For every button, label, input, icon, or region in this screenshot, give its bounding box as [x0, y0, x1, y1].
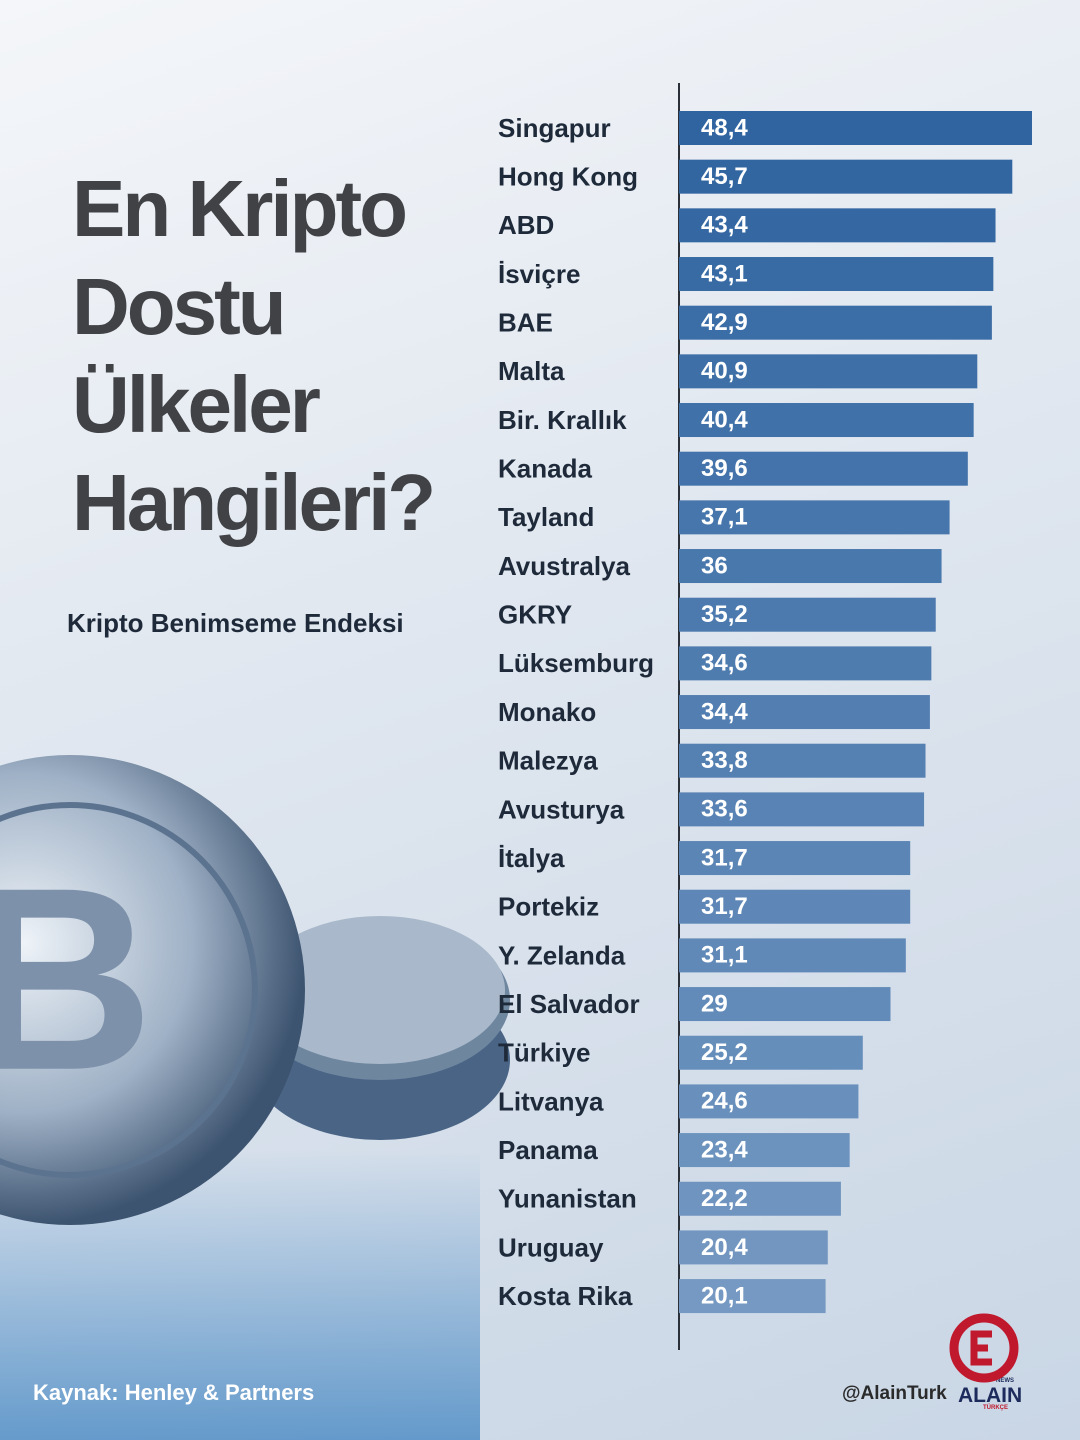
bar: [679, 889, 911, 924]
bar: [679, 841, 911, 876]
category-label: Hong Kong: [498, 162, 638, 192]
subtitle: Kripto Benimseme Endeksi: [67, 608, 404, 638]
value-label: 25,2: [701, 1039, 748, 1066]
value-label: 22,2: [701, 1185, 748, 1212]
value-label: 45,7: [701, 163, 748, 190]
value-label: 23,4: [701, 1136, 748, 1163]
bar: [679, 743, 926, 778]
bar: [679, 1230, 828, 1265]
category-label: Panama: [498, 1135, 598, 1165]
value-label: 31,7: [701, 893, 748, 920]
bar: [679, 111, 1032, 145]
bar: [679, 451, 968, 486]
coin-decoration: B: [0, 755, 510, 1440]
value-label: 33,6: [701, 796, 748, 823]
value-label: 20,4: [701, 1234, 748, 1261]
bar: [679, 305, 992, 340]
category-label: Uruguay: [498, 1232, 604, 1262]
source: Kaynak: Henley & Partners: [33, 1380, 315, 1405]
category-label: Avustralya: [498, 551, 631, 581]
category-label: Türkiye: [498, 1038, 591, 1068]
category-label: Kanada: [498, 454, 592, 484]
category-label: Malezya: [498, 746, 598, 776]
category-label: İtalya: [498, 843, 565, 873]
category-label: İsviçre: [498, 259, 580, 289]
logo-top: NEWS: [996, 1378, 1014, 1384]
value-label: 35,2: [701, 601, 748, 628]
value-label: 43,4: [701, 212, 748, 239]
bar: [679, 1181, 841, 1216]
value-label: 33,8: [701, 747, 748, 774]
value-label: 36: [701, 552, 728, 579]
category-label: Singapur: [498, 113, 611, 143]
bar: [679, 1084, 859, 1119]
value-label: 48,4: [701, 114, 748, 141]
category-label: Avusturya: [498, 794, 625, 824]
category-label: Malta: [498, 356, 565, 386]
svg-text:B: B: [0, 835, 154, 1125]
category-label: Y. Zelanda: [498, 940, 626, 970]
handle: @AlainTurk: [842, 1383, 947, 1404]
value-label: 20,1: [701, 1282, 748, 1309]
logo: ALAIN: [958, 1384, 1023, 1407]
bar: [679, 597, 936, 632]
category-label: Bir. Krallık: [498, 405, 627, 435]
category-label: El Salvador: [498, 989, 640, 1019]
bar: [679, 1279, 826, 1314]
logo-mark: [949, 1313, 1019, 1383]
category-label: Kosta Rika: [498, 1281, 633, 1311]
value-label: 42,9: [701, 309, 748, 336]
bar: [679, 695, 930, 730]
bar: [679, 403, 974, 438]
bar: [679, 1133, 850, 1168]
bar: [679, 257, 994, 292]
category-label: GKRY: [498, 600, 572, 630]
category-label: Litvanya: [498, 1086, 604, 1116]
logo-bottom: TÜRKÇE: [983, 1405, 1008, 1411]
value-label: 29: [701, 990, 728, 1017]
value-label: 40,9: [701, 358, 748, 385]
value-label: 43,1: [701, 260, 748, 287]
value-label: 39,6: [701, 455, 748, 482]
value-label: 34,6: [701, 650, 748, 677]
category-label: BAE: [498, 308, 553, 338]
bar: [679, 987, 891, 1022]
value-label: 31,1: [701, 942, 748, 969]
bar: [679, 159, 1013, 194]
title: En Kripto Dostu Ülkeler Hangileri?: [72, 164, 436, 547]
bar: [679, 208, 996, 243]
bar: [679, 646, 932, 681]
category-label: Portekiz: [498, 892, 599, 922]
category-label: Monako: [498, 697, 596, 727]
category-label: ABD: [498, 210, 554, 240]
value-label: 24,6: [701, 1088, 748, 1115]
category-label: Yunanistan: [498, 1184, 637, 1214]
value-label: 34,4: [701, 698, 748, 725]
value-label: 40,4: [701, 406, 748, 433]
value-label: 31,7: [701, 844, 748, 871]
bar: [679, 938, 906, 973]
bar: [679, 500, 950, 535]
value-label: 37,1: [701, 504, 748, 531]
bar: [679, 549, 942, 584]
bar: [679, 354, 978, 389]
category-label: Tayland: [498, 502, 594, 532]
category-label: Lüksemburg: [498, 648, 654, 678]
bar: [679, 792, 925, 827]
bar: [679, 1035, 863, 1070]
